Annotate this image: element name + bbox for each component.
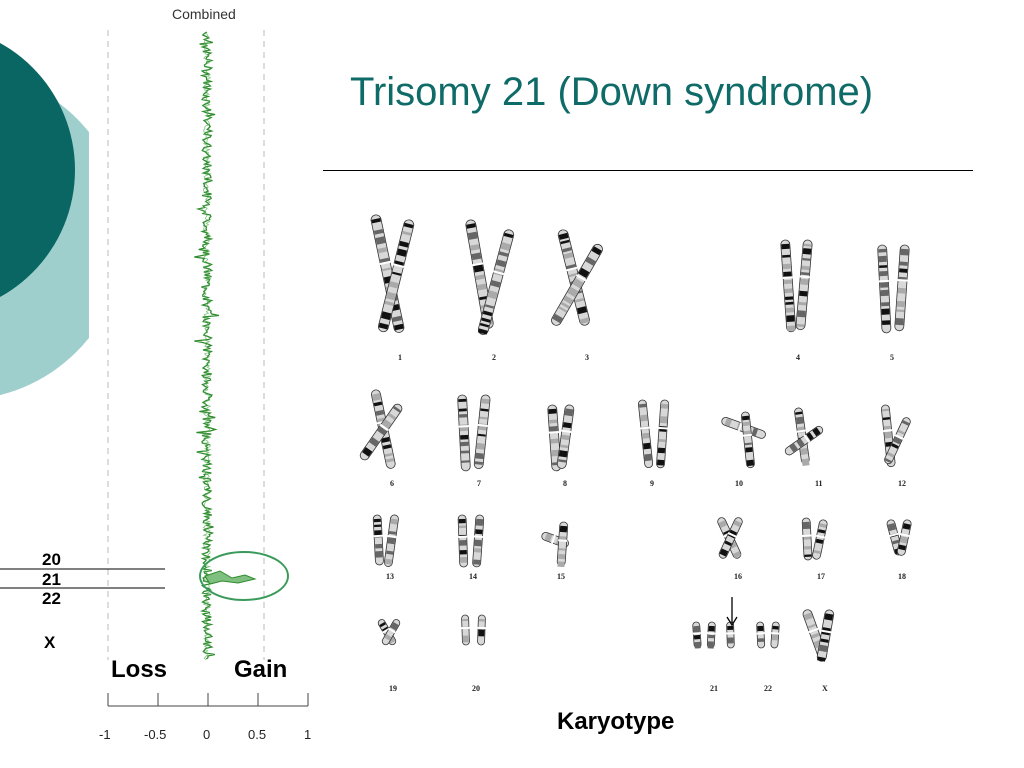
karyotype-label-1: 1: [398, 353, 402, 362]
chromosome-1a: [370, 214, 405, 333]
karyotype-image: [359, 214, 912, 662]
chromosome-19b: [381, 619, 401, 646]
chromosome-1b: [377, 219, 415, 333]
karyotype-label-14: 14: [469, 572, 477, 581]
karyotype-label-4: 4: [796, 353, 800, 362]
chromosome-9a: [638, 399, 654, 469]
karyotype-label-10: 10: [735, 479, 743, 488]
chr21-gain-signal: [204, 570, 257, 585]
chr21-highlight-ellipse: [199, 551, 289, 601]
chromosome-8b: [556, 404, 575, 469]
copy-number-trace-secondary: [202, 32, 212, 661]
chromosome-xb: [816, 609, 835, 662]
karyotype-label-19: 19: [389, 684, 397, 693]
karyotype-label-13: 13: [386, 572, 394, 581]
chromosome-17a: [801, 517, 813, 561]
chromosome-7b: [473, 394, 491, 470]
chromosome-7a: [457, 394, 471, 472]
chromosome-21c: [726, 621, 735, 649]
chromosome-21a: [692, 621, 702, 649]
chromosome-4b: [795, 239, 813, 331]
loss-label: Loss: [111, 656, 168, 683]
chromosome-15b: [556, 521, 569, 568]
karyotype-label-5: 5: [890, 353, 894, 362]
chromosome-22a: [756, 621, 766, 649]
karyotype-label-3: 3: [585, 353, 589, 362]
x-tick-label: 0: [203, 727, 211, 742]
karyotype-label-22: 22: [764, 684, 772, 693]
karyotype-label-12: 12: [898, 479, 906, 488]
chromosome-12b: [884, 417, 911, 465]
chromosome-16b: [718, 517, 743, 559]
chromosome-6b: [359, 403, 403, 461]
chromosome-13b: [383, 514, 399, 567]
chromosome-2b: [477, 229, 515, 335]
plot-title: Combined: [172, 6, 236, 22]
slide-title: Trisomy 21 (Down syndrome): [350, 70, 874, 114]
chromosome-11a: [794, 407, 810, 467]
chromosome-5a: [877, 244, 892, 334]
karyotype-label-11: 11: [815, 479, 823, 488]
chromosome-3b: [551, 243, 603, 326]
chromosome-20a: [461, 614, 470, 646]
decorative-circles: [0, 43, 89, 396]
chromosome-5b: [894, 244, 910, 332]
chromosome-label-22: 22: [42, 589, 61, 608]
karyotype-label-21: 21: [710, 684, 718, 693]
chromosome-13a: [372, 514, 384, 566]
karyotype-label-18: 18: [898, 572, 906, 581]
x-tick-label: -1: [99, 727, 111, 742]
chromosome-9b: [656, 399, 670, 469]
chromosome-21b: [706, 621, 716, 649]
karyotype-label-15: 15: [557, 572, 565, 581]
chromosome-label-20: 20: [42, 550, 61, 569]
karyotype-label-2: 2: [492, 353, 496, 362]
chromosome-14a: [457, 514, 469, 568]
karyotype-label-9: 9: [650, 479, 654, 488]
karyotype-label-8: 8: [563, 479, 567, 488]
karyotype-label-6: 6: [390, 479, 394, 488]
karyotype-label-17: 17: [817, 572, 825, 581]
chromosome-4a: [780, 239, 797, 333]
chromosome-22b: [770, 621, 780, 649]
chromosome-11b: [784, 425, 824, 456]
chromosome-14b: [472, 514, 485, 568]
copy-number-trace: [194, 31, 220, 660]
x-tick-label: 0.5: [248, 727, 267, 742]
karyotype-label-20: 20: [472, 684, 480, 693]
arrow-down-icon: [726, 597, 738, 627]
title-divider: [323, 170, 973, 171]
gain-label: Gain: [234, 656, 288, 683]
chromosome-label-21: 21: [42, 570, 61, 589]
chromosome-label-x: X: [44, 633, 56, 652]
karyotype-label-x: X: [822, 684, 828, 693]
chromosome-20b: [477, 614, 486, 646]
chromosome-18b: [896, 519, 912, 556]
dark-teal-circle: [0, 43, 75, 297]
karyotype-label-7: 7: [477, 479, 481, 488]
x-tick-label: -0.5: [144, 727, 167, 742]
x-tick-label: 1: [304, 727, 312, 742]
chromosome-10b: [741, 411, 755, 469]
karyotype-label-16: 16: [734, 572, 742, 581]
chromosome-17b: [812, 519, 828, 560]
karyotype-caption: Karyotype: [557, 708, 675, 735]
copy-number-plot: [0, 30, 309, 707]
